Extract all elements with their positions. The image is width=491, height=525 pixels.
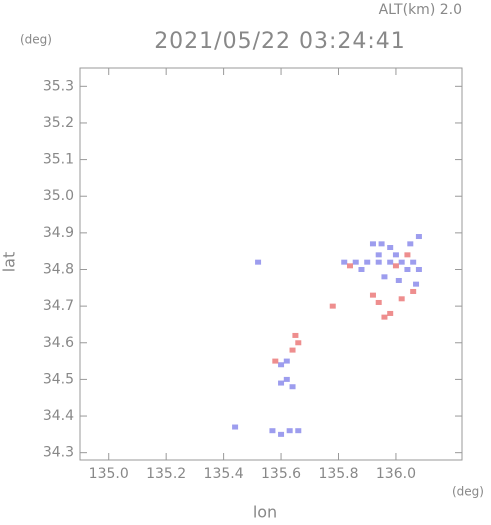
- echo-point: [278, 362, 285, 368]
- echo-point: [407, 241, 414, 247]
- echo-point: [415, 234, 422, 240]
- echo-point: [387, 245, 394, 251]
- y-tick-label: 34.3: [43, 445, 74, 461]
- echo-point: [295, 340, 302, 346]
- x-tick-label: 135.4: [204, 466, 244, 482]
- echo-point: [283, 358, 290, 364]
- y-tick-label: 34.8: [43, 261, 74, 277]
- x-tick-label: 135.6: [261, 466, 301, 482]
- echo-point: [381, 314, 388, 320]
- echo-point: [392, 263, 399, 269]
- y-unit: (deg): [20, 33, 52, 47]
- y-tick-label: 35.0: [43, 188, 74, 204]
- altitude-label: ALT(km) 2.0: [379, 2, 462, 18]
- y-tick-label: 34.9: [43, 225, 74, 241]
- echo-point: [352, 259, 359, 265]
- x-axis-label: lon: [253, 503, 277, 522]
- echo-point: [283, 376, 290, 382]
- echo-point: [387, 259, 394, 265]
- echo-point: [272, 358, 279, 364]
- echo-point: [295, 428, 302, 434]
- y-tick-label: 35.1: [43, 152, 74, 168]
- y-tick-label: 34.4: [43, 408, 74, 424]
- echo-point: [410, 288, 417, 294]
- x-tick-label: 136.0: [376, 466, 416, 482]
- echo-point: [289, 384, 296, 390]
- echo-point: [392, 252, 399, 258]
- echo-point: [292, 332, 299, 338]
- echo-point: [289, 347, 296, 353]
- echo-point: [278, 380, 285, 386]
- echo-point: [415, 266, 422, 272]
- echo-point: [329, 303, 336, 309]
- echo-point: [364, 259, 371, 265]
- echo-point: [375, 299, 382, 305]
- echo-point: [378, 241, 385, 247]
- echo-point: [341, 259, 348, 265]
- y-tick-label: 34.7: [43, 298, 74, 314]
- y-tick-label: 35.3: [43, 78, 74, 94]
- echo-point: [410, 259, 417, 265]
- x-tick-label: 135.0: [89, 466, 129, 482]
- echo-point: [375, 259, 382, 265]
- echo-point: [232, 424, 239, 430]
- echo-point: [369, 241, 376, 247]
- echo-point: [269, 428, 276, 434]
- y-tick-label: 34.5: [43, 371, 74, 387]
- echo-point: [255, 259, 262, 265]
- echo-point: [404, 266, 411, 272]
- echo-point: [278, 431, 285, 437]
- x-tick-label: 135.2: [146, 466, 186, 482]
- x-tick-label: 135.8: [318, 466, 358, 482]
- echo-point: [346, 263, 353, 269]
- echo-point: [398, 259, 405, 265]
- echo-point: [395, 277, 402, 283]
- echo-point: [404, 252, 411, 258]
- echo-point: [358, 266, 365, 272]
- echo-point: [286, 428, 293, 434]
- y-tick-label: 35.2: [43, 115, 74, 131]
- y-tick-label: 34.6: [43, 335, 74, 351]
- plot-frame: [79, 67, 463, 461]
- chart-title: 2021/05/22 03:24:41: [154, 29, 406, 54]
- y-axis-label: lat: [0, 252, 19, 273]
- echo-point: [413, 281, 420, 287]
- echo-point: [381, 274, 388, 280]
- echo-point: [375, 252, 382, 258]
- echo-point: [369, 292, 376, 298]
- x-unit: (deg): [452, 485, 484, 499]
- echo-point: [398, 296, 405, 302]
- echo-point: [387, 310, 394, 316]
